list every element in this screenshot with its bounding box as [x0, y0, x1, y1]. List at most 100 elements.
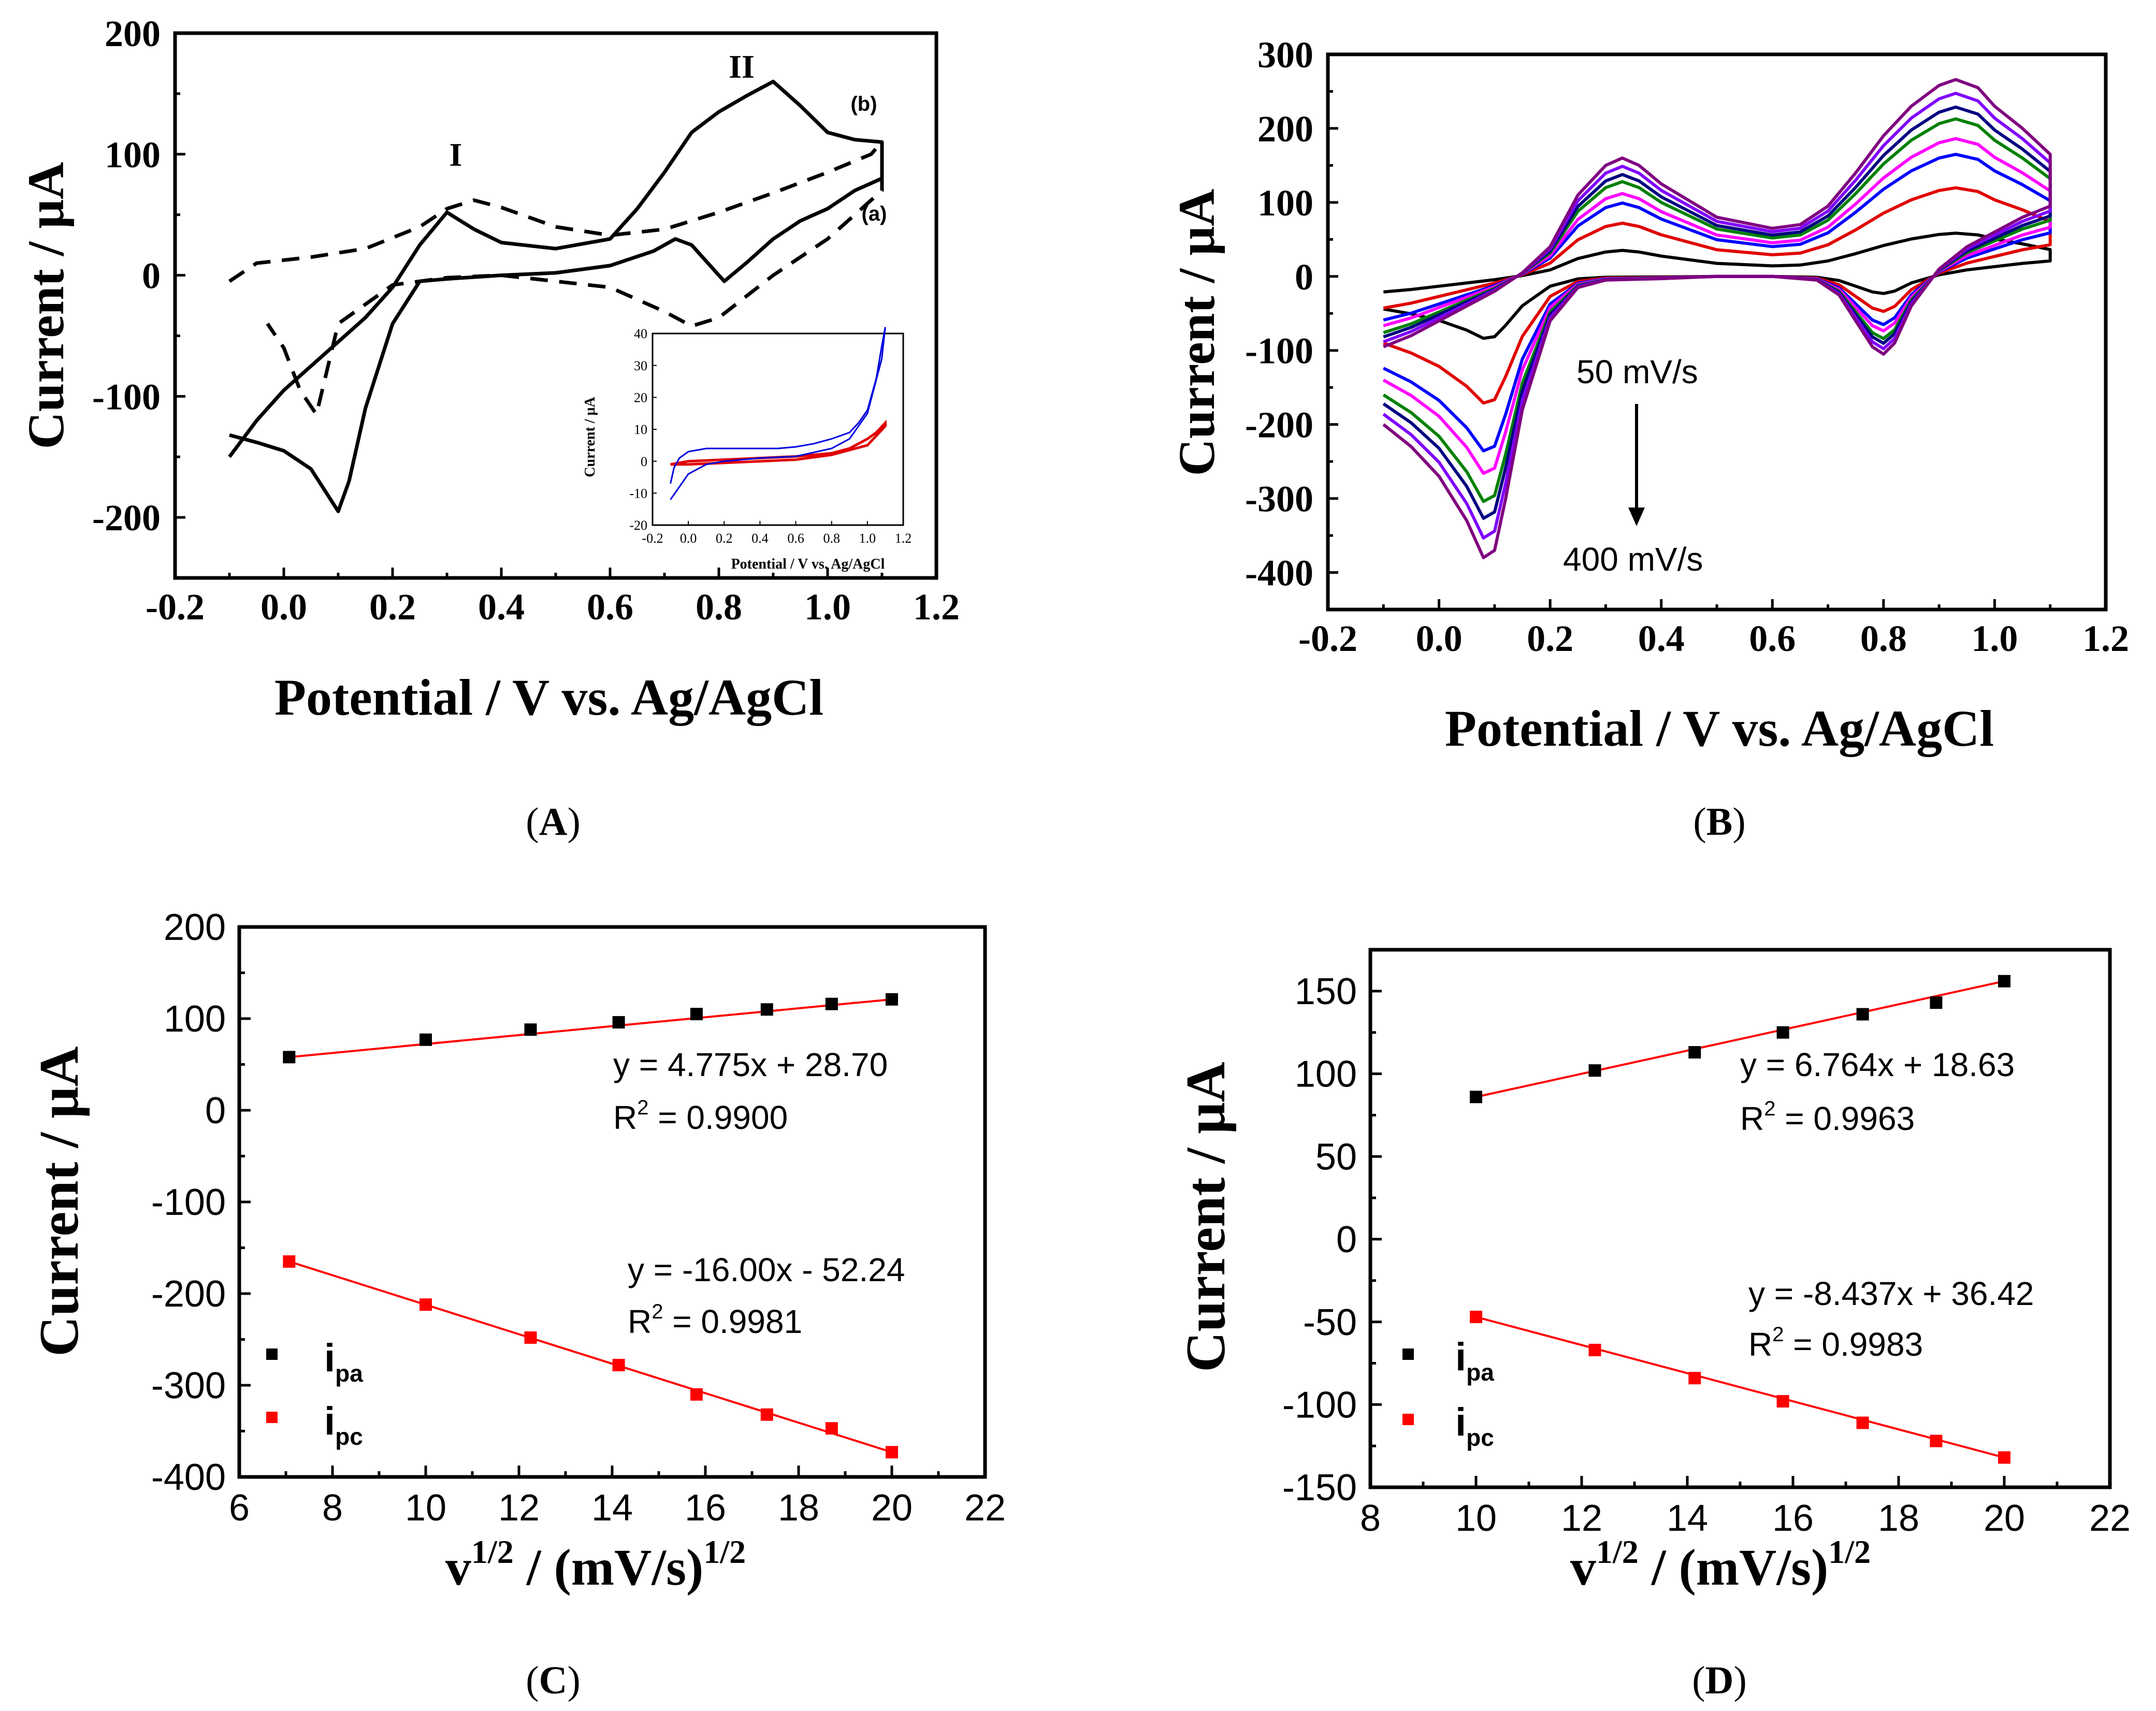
- data-point-ipa: [612, 1016, 625, 1029]
- x-tick-label: 14: [1667, 1498, 1708, 1539]
- x-tick-label: 0.0: [1416, 618, 1463, 659]
- y-tick-label: 0: [1295, 256, 1313, 298]
- scan-rate-arrow: [1628, 404, 1645, 526]
- data-point-ipa: [1930, 996, 1943, 1009]
- y-tick-label: -150: [1282, 1467, 1357, 1509]
- y-axis-title: Current / μA: [1168, 189, 1225, 476]
- data-point-ipc: [1998, 1451, 2010, 1464]
- panel-b: -0.2 0.0 0.2 0.4 0.6 0.8 1.0 1.2 -400 -300 -200 -1…: [1168, 34, 2129, 844]
- data-point-ipa: [1998, 975, 2010, 988]
- y-axis-title: Current / μA: [17, 162, 75, 450]
- inset-x-axis-title: Potential / V vs. Ag/AgCl: [731, 556, 885, 572]
- data-point-ipc: [690, 1388, 703, 1401]
- fit-r2-ipa: R2 = 0.9963: [1740, 1097, 1915, 1137]
- y-tick-label: 30: [634, 358, 647, 373]
- data-point-ipc: [524, 1331, 537, 1344]
- data-point-ipa: [1776, 1026, 1789, 1039]
- plot-frame: [1368, 948, 2112, 1489]
- y-tick-label: -10: [629, 486, 647, 501]
- x-tick-label: 1.0: [859, 531, 876, 546]
- x-tick-label: 1.2: [895, 531, 912, 546]
- y-ticks: -200 -100 0 100 200: [92, 13, 185, 539]
- data-point-ipc: [612, 1359, 625, 1372]
- data-point-ipa: [1470, 1091, 1482, 1104]
- series-line-100mvs: [1383, 186, 2052, 405]
- fit-lines: [1475, 980, 2005, 1459]
- fit-r2-ipc: R2 = 0.9983: [1748, 1323, 1923, 1363]
- y-tick-label: 0: [205, 1090, 226, 1132]
- y-tick-label: 50: [1315, 1136, 1357, 1178]
- y-tick-label: -100: [1282, 1385, 1357, 1426]
- x-tick-label: 22: [2089, 1498, 2131, 1539]
- data-point-ipc: [1470, 1311, 1482, 1324]
- x-tick-label: 0.4: [478, 586, 525, 628]
- panel-label-d: (D): [1692, 1659, 1747, 1702]
- y-tick-label: 20: [634, 390, 647, 405]
- x-ticks: 6 8 10 12 14 16 18 20 22: [229, 1466, 1006, 1529]
- data-point-ipc: [886, 1446, 898, 1459]
- y-tick-label: 300: [1257, 34, 1313, 76]
- data-point-ipa: [524, 1023, 537, 1036]
- x-tick-label: 16: [685, 1487, 726, 1529]
- y-tick-label: -50: [1303, 1302, 1357, 1343]
- x-ticks: -0.2 0.0 0.2 0.4 0.6 0.8 1.0 1.2: [146, 568, 960, 628]
- inset-x-ticks: -0.2 0.0 0.2 0.4 0.6 0.8 1.0 1.2: [642, 521, 911, 546]
- data-point-ipa: [760, 1003, 773, 1016]
- plot-frame: [1326, 52, 2108, 612]
- fit-line-ipc: [288, 1260, 892, 1454]
- fit-r2-ipc: R2 = 0.9981: [628, 1300, 802, 1340]
- data-point-ipa: [283, 1051, 296, 1064]
- y-tick-label: 150: [1295, 971, 1357, 1012]
- data-points: [1470, 975, 2010, 1464]
- y-tick-label: 100: [1257, 182, 1313, 224]
- x-tick-label: 16: [1772, 1498, 1814, 1539]
- plot-frame: [237, 925, 987, 1479]
- data-point-ipa: [419, 1033, 432, 1046]
- data-point-ipc: [283, 1255, 296, 1268]
- inset-y-axis-title: Current / μA: [582, 397, 598, 477]
- data-point-ipc: [825, 1422, 838, 1435]
- x-axis-title: Potential / V vs. Ag/AgCl: [1445, 700, 1994, 757]
- y-axis-title: Current / μA: [1175, 1062, 1237, 1372]
- panel-d: 8 10 12 14 16 18 20 22 -150 -100 -50 0 50 100 150 Cur…: [1175, 948, 2131, 1702]
- x-tick-label: 10: [405, 1487, 446, 1529]
- series-line-a: [228, 140, 884, 416]
- x-tick-label: 0.6: [587, 586, 633, 628]
- data-point-ipc: [760, 1408, 773, 1421]
- y-tick-label: -300: [1245, 479, 1313, 520]
- x-tick-label: 0.2: [716, 531, 733, 546]
- fit-equation-ipa: y = 4.775x + 28.70: [613, 1046, 888, 1083]
- annotation-peak-ii: II: [729, 48, 755, 85]
- x-tick-label: -0.2: [1298, 618, 1357, 659]
- y-axis-title: Current / μA: [28, 1046, 90, 1356]
- x-axis-title: Potential / V vs. Ag/AgCl: [274, 669, 823, 726]
- legend: ipa ipc: [1402, 1335, 1494, 1451]
- data-point-ipa: [690, 1008, 703, 1021]
- inset-frame: [652, 332, 904, 526]
- panel-label-c: (C): [526, 1659, 581, 1702]
- x-tick-label: 18: [778, 1487, 819, 1529]
- x-ticks: -0.2 0.0 0.2 0.4 0.6 0.8 1.0 1.2: [1298, 599, 2129, 659]
- x-axis-title: v1/2 / (mV/s)1/2: [1570, 1533, 1871, 1596]
- annotation-peak-i: I: [450, 136, 462, 173]
- y-tick-label: -200: [1245, 404, 1313, 446]
- series-line-250mvs: [1382, 117, 2052, 503]
- panel-label-a: (A): [526, 800, 581, 844]
- y-tick-label: 0: [142, 255, 161, 297]
- y-tick-label: -400: [1245, 553, 1313, 594]
- series-group: [1382, 78, 2052, 559]
- y-tick-label: 0: [641, 454, 647, 469]
- y-tick-label: -200: [92, 497, 161, 539]
- legend-label-ipc: ipc: [324, 1399, 363, 1450]
- y-tick-label: -20: [629, 518, 647, 533]
- y-tick-label: -300: [151, 1365, 226, 1407]
- x-tick-label: 6: [229, 1487, 250, 1529]
- x-tick-label: 0.8: [823, 531, 840, 546]
- data-point-ipc: [1588, 1343, 1601, 1356]
- data-point-ipc: [1688, 1372, 1701, 1385]
- legend: ipa ipc: [266, 1336, 363, 1450]
- y-tick-label: 200: [1257, 108, 1313, 150]
- series-group: [228, 80, 884, 513]
- annotation-400mvs: 400 mV/s: [1563, 541, 1703, 578]
- x-tick-label: 1.2: [2082, 618, 2129, 659]
